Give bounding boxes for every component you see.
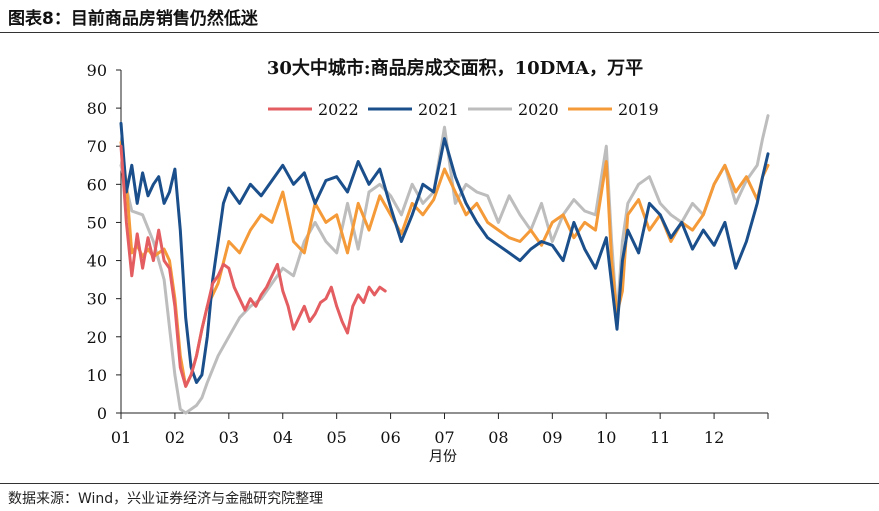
series-line-2019 — [119, 140, 770, 388]
series-line-2021 — [119, 121, 770, 384]
x-ticks: 01 02 03 04 05 06 07 08 09 10 11 12 — [111, 413, 769, 447]
x-tick-label: 05 — [326, 428, 346, 447]
bottom-rule — [0, 483, 879, 484]
y-ticks: 0 10 20 30 40 50 60 70 80 90 — [87, 61, 121, 423]
y-tick-label: 50 — [87, 213, 107, 232]
figure-title: 图表8：目前商品房销售仍然低迷 — [8, 9, 258, 29]
series-lines — [119, 114, 770, 415]
y-tick-label: 70 — [87, 137, 107, 156]
chart-title: 30大中城市:商品房成交面积，10DMA，万平 — [267, 57, 643, 79]
x-tick-label: 01 — [111, 428, 131, 447]
x-tick-label: 06 — [380, 428, 400, 447]
legend-label-2022: 2022 — [318, 100, 359, 119]
y-tick-label: 60 — [87, 175, 107, 194]
legend-label-2020: 2020 — [518, 100, 559, 119]
data-source: 数据来源：Wind，兴业证券经济与金融研究院整理 — [8, 491, 324, 507]
top-rule — [0, 32, 879, 33]
x-tick-label: 10 — [596, 428, 616, 447]
y-tick-label: 30 — [87, 290, 107, 309]
x-tick-label: 12 — [704, 428, 724, 447]
x-tick-label: 02 — [165, 428, 185, 447]
y-tick-label: 90 — [87, 61, 107, 80]
series-line-2022 — [119, 144, 387, 388]
x-tick-label: 09 — [542, 428, 562, 447]
legend: 2022 2021 2020 2019 — [268, 100, 659, 119]
y-tick-label: 0 — [97, 404, 107, 423]
x-tick-label: 04 — [273, 428, 293, 447]
x-axis-label: 月份 — [429, 449, 457, 465]
chart-svg: 30大中城市:商品房成交面积，10DMA，万平 2022 2021 2020 2019… — [87, 57, 770, 465]
y-tick-label: 20 — [87, 328, 107, 347]
legend-label-2021: 2021 — [418, 100, 459, 119]
y-tick-label: 40 — [87, 252, 107, 271]
legend-label-2019: 2019 — [618, 100, 659, 119]
series-line-2020 — [119, 114, 770, 415]
x-tick-label: 08 — [488, 428, 508, 447]
x-tick-label: 03 — [219, 428, 239, 447]
y-tick-label: 80 — [87, 99, 107, 118]
y-tick-label: 10 — [87, 366, 107, 385]
x-tick-label: 07 — [434, 428, 454, 447]
x-tick-label: 11 — [650, 428, 670, 447]
